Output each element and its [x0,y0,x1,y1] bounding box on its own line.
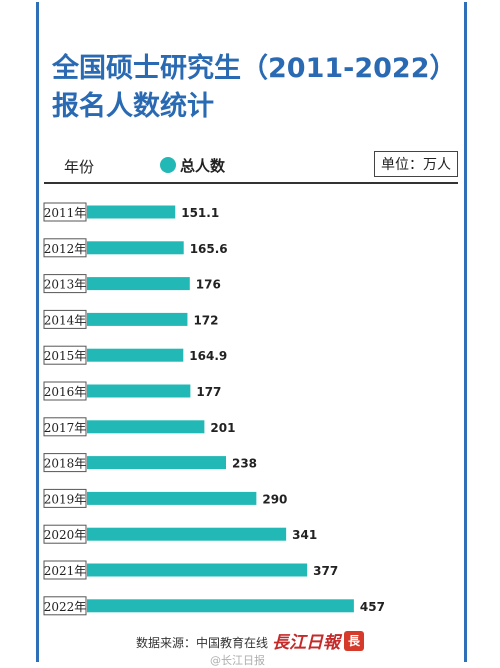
category-label: 2022年 [44,600,87,614]
bar [87,420,205,434]
category-box [43,345,87,365]
category-label: 2013年 [44,278,87,292]
bar-row: 2016年 177 [43,381,221,401]
unit-label: 单位：万人 [374,151,458,177]
bar [87,241,184,255]
value-label: 377 [313,564,338,578]
value-label: 341 [292,528,317,542]
bar [87,205,176,219]
bar [87,384,191,398]
value-label: 176 [196,278,221,292]
category-label: 2014年 [44,313,87,327]
chart-title: 全国硕士研究生（2011-2022）报名人数统计 [52,53,457,122]
category-label: 2019年 [44,492,87,506]
value-label: 151.1 [181,206,219,220]
value-label: 165.6 [190,242,228,256]
bar-row: 2021年 377 [43,560,338,580]
bar [87,348,184,362]
category-box [43,488,87,508]
category-box [43,417,87,437]
data-source: 数据来源：中国教育在线 [136,636,269,650]
bar [87,312,188,326]
category-box [43,238,87,258]
bar-row: 2018年 238 [43,453,257,473]
category-box [43,309,87,329]
value-label: 238 [232,457,257,471]
category-label: 2012年 [44,242,87,256]
brand-logo: 長江日報 長 [272,628,364,653]
category-label: 2015年 [44,349,87,363]
bar-row: 2017年 201 [43,417,235,437]
value-label: 164.9 [189,349,227,363]
legend-year-label: 年份 [64,158,95,176]
bar-row: 2011年 151.1 [43,202,219,222]
value-label: 177 [196,385,221,399]
category-box [43,381,87,401]
bar [87,563,308,577]
legend-swatch-icon [160,157,176,173]
value-label: 290 [262,492,287,506]
bar [87,277,190,291]
bar-row: 2020年 341 [43,524,317,544]
category-label: 2017年 [44,421,87,435]
category-box [43,524,87,544]
bar-row: 2015年 164.9 [43,345,227,365]
bar [87,456,226,470]
category-label: 2016年 [44,385,87,399]
category-box [43,560,87,580]
watermark: @长江日报 [210,654,265,667]
brand-text: 長江日報 [272,633,340,653]
category-box [43,453,87,473]
bar-row: 2022年 457 [43,596,385,616]
chart-frame [36,2,467,662]
category-box [43,274,87,294]
category-box [43,596,87,616]
bar-row: 2014年 172 [43,309,219,329]
category-label: 2011年 [44,206,87,220]
bar-row: 2012年 165.6 [43,238,228,258]
brand-seal-icon: 長 [344,630,364,651]
bar [87,599,354,613]
category-box [43,202,87,222]
bar [87,491,257,505]
category-label: 2020年 [44,528,87,542]
bar-row: 2013年 176 [43,274,221,294]
value-label: 172 [193,313,218,327]
value-label: 201 [210,421,235,435]
category-label: 2021年 [44,564,87,578]
bar [87,527,287,541]
category-label: 2018年 [44,457,87,471]
legend-row: 年份 总人数 单位：万人 [44,148,458,184]
bar-row: 2019年 290 [43,488,287,508]
legend-series-label: 总人数 [180,157,226,175]
value-label: 457 [360,600,385,614]
